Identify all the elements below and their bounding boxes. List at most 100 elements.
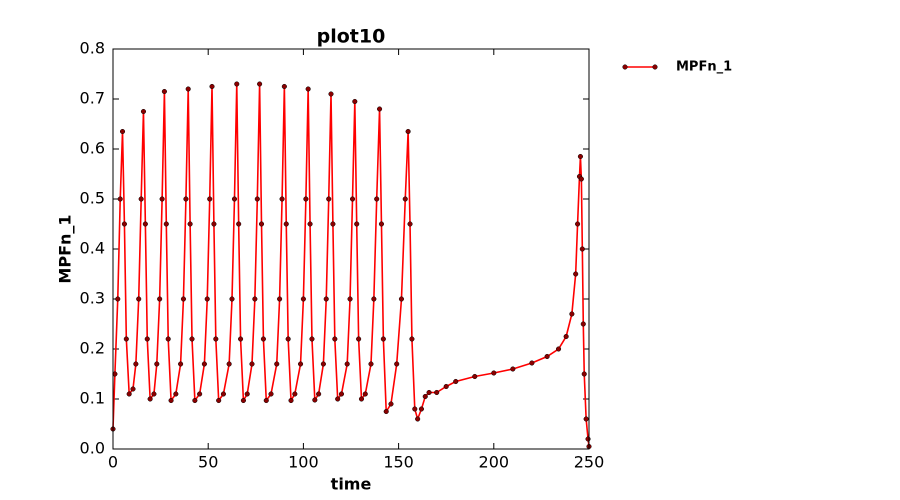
data-point — [577, 153, 583, 160]
data-point — [352, 98, 358, 105]
data-point — [226, 361, 232, 367]
data-point — [378, 221, 385, 227]
data-point — [347, 296, 353, 302]
data-point — [197, 391, 203, 397]
legend-marker — [652, 64, 658, 70]
data-point — [320, 361, 326, 367]
data-point — [220, 391, 226, 397]
data-point — [168, 397, 174, 404]
data-point — [316, 391, 322, 397]
data-point — [119, 128, 126, 135]
data-point — [303, 196, 309, 202]
data-point — [380, 336, 386, 342]
data-point — [123, 336, 129, 342]
data-point — [180, 296, 186, 302]
data-point — [274, 361, 280, 367]
data-point — [130, 386, 136, 392]
data-point — [136, 296, 142, 302]
data-point — [344, 361, 350, 367]
x-axis-label: time — [331, 475, 372, 494]
data-point — [157, 296, 163, 302]
data-point — [279, 196, 285, 202]
data-point — [216, 397, 222, 404]
data-point — [491, 370, 497, 376]
y-tick-label: 0.4 — [80, 239, 105, 258]
plot-frame — [112, 48, 590, 450]
data-point — [354, 221, 360, 227]
data-point — [371, 296, 377, 302]
data-point — [377, 106, 383, 112]
data-point — [362, 391, 368, 397]
x-tick-label: 250 — [574, 453, 605, 472]
data-point — [330, 221, 336, 227]
data-point — [580, 321, 586, 327]
data-point — [236, 221, 242, 227]
data-point — [183, 196, 189, 202]
data-point — [453, 378, 459, 385]
data-point — [472, 373, 478, 380]
data-point — [305, 86, 311, 92]
data-point — [263, 397, 269, 404]
data-point — [300, 296, 306, 302]
data-point — [349, 196, 356, 202]
data-point — [335, 396, 341, 402]
data-point — [260, 336, 266, 342]
data-point — [328, 91, 334, 97]
data-point — [415, 416, 421, 422]
data-point — [405, 128, 411, 135]
data-point — [544, 353, 550, 360]
data-point — [187, 221, 193, 227]
chart-title: plot10 — [317, 26, 386, 48]
y-tick-label: 0.7 — [80, 89, 105, 108]
data-point — [138, 196, 144, 202]
x-tick-label: 100 — [288, 453, 319, 472]
data-point — [192, 397, 198, 404]
data-point — [292, 391, 298, 397]
data-point — [555, 346, 562, 352]
y-tick-label: 0.3 — [80, 289, 105, 308]
data-point — [418, 406, 424, 412]
data-point — [229, 296, 235, 302]
data-point — [338, 391, 345, 397]
data-point — [422, 393, 428, 400]
data-point — [207, 196, 213, 202]
data-point — [383, 408, 389, 415]
data-point — [510, 366, 516, 372]
data-point — [257, 81, 263, 87]
data-point — [211, 221, 217, 227]
data-point — [394, 361, 400, 367]
x-tick-label: 0 — [108, 453, 118, 472]
data-point — [581, 371, 587, 377]
data-point — [178, 361, 184, 367]
data-point — [285, 336, 291, 342]
data-point — [412, 406, 418, 412]
data-point — [238, 336, 244, 342]
data-point — [185, 86, 191, 92]
data-point — [209, 83, 215, 90]
data-point — [142, 221, 148, 227]
data-point — [402, 196, 408, 202]
x-tick-label: 150 — [383, 453, 414, 472]
data-point — [297, 361, 304, 367]
data-point — [244, 391, 250, 397]
data-point — [288, 397, 294, 404]
x-tick-label: 50 — [198, 453, 218, 472]
data-point — [585, 436, 591, 442]
data-point — [189, 336, 195, 342]
data-point — [563, 333, 569, 340]
data-point — [578, 176, 584, 182]
data-point — [281, 83, 287, 90]
data-point — [323, 296, 329, 302]
legend-label: MPFn_1 — [676, 60, 732, 75]
legend-marker — [622, 64, 628, 70]
data-point — [356, 336, 362, 342]
data-point — [309, 336, 315, 342]
data-point — [249, 361, 255, 367]
data-point — [151, 391, 157, 397]
data-point — [240, 397, 246, 404]
data-point — [140, 108, 147, 115]
data-point — [117, 196, 123, 202]
data-point — [252, 296, 258, 302]
data-point — [154, 361, 160, 367]
data-point — [204, 296, 210, 302]
